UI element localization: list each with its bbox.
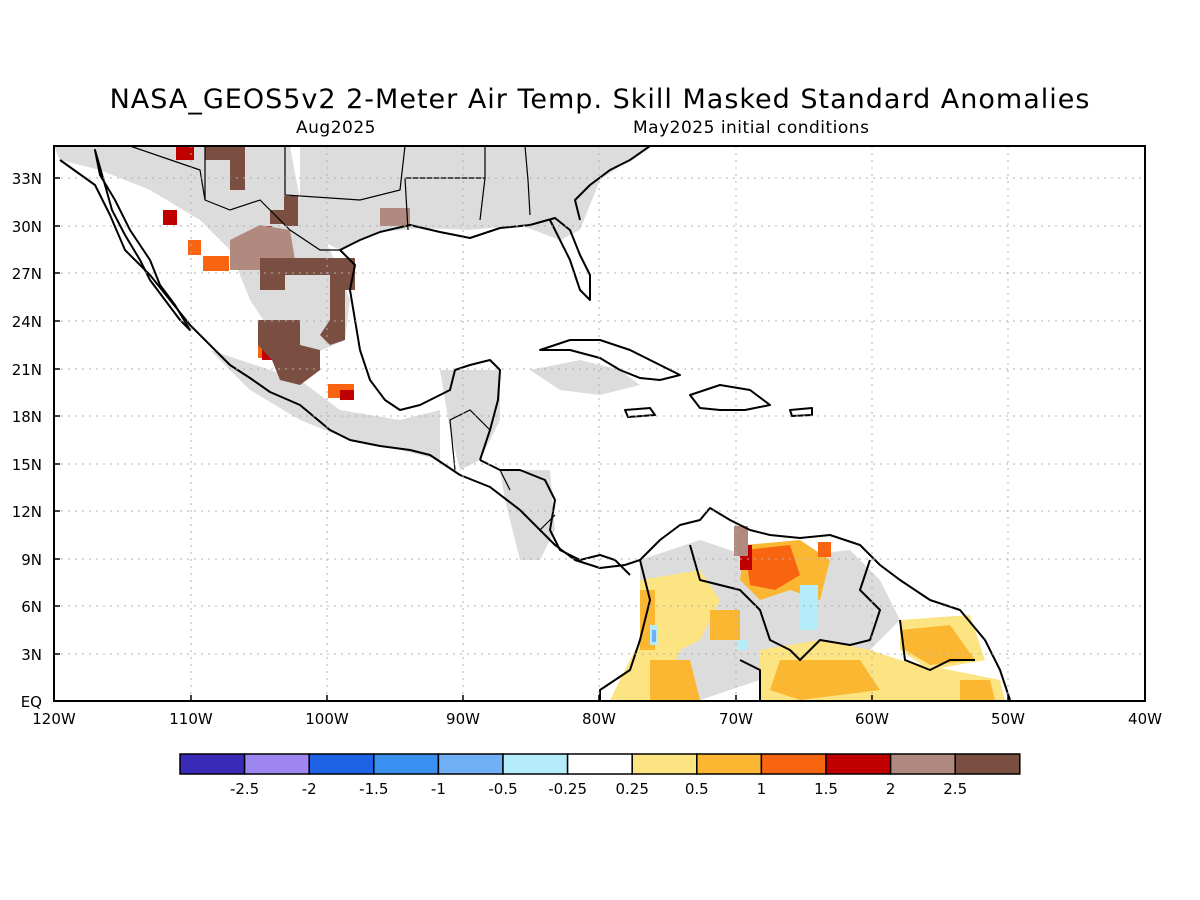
map-title: NASA_GEOS5v2 2-Meter Air Temp. Skill Mas… [109,84,1091,115]
colorbar-label: 1.5 [814,780,838,798]
axis-ticks [54,177,1009,701]
lon-label: 50W [991,710,1025,728]
lat-label: 18N [12,408,42,426]
lon-label: 120W [32,710,76,728]
colorbar-label: 2 [886,780,896,798]
colorbar-label: -0.5 [488,780,517,798]
lat-label: 27N [12,265,42,283]
colorbar-swatch [889,753,956,775]
colorbar-labels: -2.5 -2 -1.5 -1 -0.5 -0.25 0.25 0.5 1 1.5 2 2.5 [230,780,967,798]
colorbar-label: 2.5 [943,780,967,798]
colorbar [179,753,1021,775]
lon-label: 110W [169,710,213,728]
valid-month: Aug2025 [296,118,376,138]
colorbar-swatch [502,753,569,775]
initial-conditions: May2025 initial conditions [633,118,870,138]
colorbar-swatch [825,753,892,775]
lat-label: 15N [12,456,42,474]
lat-label: 30N [12,218,42,236]
anomaly-shading [54,146,1005,701]
colorbar-swatch [696,753,763,775]
colorbar-label: -2.5 [230,780,259,798]
colorbar-label: 0.5 [685,780,709,798]
lat-label: 12N [12,503,42,521]
lat-label: 9N [21,551,42,569]
colorbar-swatch [308,753,375,775]
colorbar-swatch [566,753,633,775]
colorbar-swatch [954,753,1021,775]
lat-label: 33N [12,170,42,188]
colorbar-label: -0.25 [548,780,587,798]
lon-label: 80W [582,710,616,728]
colorbar-label: -1 [431,780,446,798]
colorbar-swatch [437,753,504,775]
graticule [54,146,1145,701]
colorbar-swatch [179,753,246,775]
colorbar-label: -1.5 [359,780,388,798]
lon-label: 40W [1128,710,1162,728]
lon-label: 100W [305,710,349,728]
lon-label: 70W [719,710,753,728]
colorbar-label: 0.25 [615,780,648,798]
colorbar-swatch [631,753,698,775]
colorbar-swatch [760,753,827,775]
lat-label: 21N [12,361,42,379]
lat-label: EQ [21,693,42,711]
lon-label: 60W [855,710,889,728]
lat-label: 24N [12,313,42,331]
lat-label: 6N [21,598,42,616]
lat-label: 3N [21,646,42,664]
colorbar-swatch [373,753,440,775]
lon-label: 90W [446,710,480,728]
colorbar-label: 1 [757,780,767,798]
colorbar-label: -2 [302,780,317,798]
colorbar-swatch [243,753,310,775]
political-borders [129,146,556,531]
